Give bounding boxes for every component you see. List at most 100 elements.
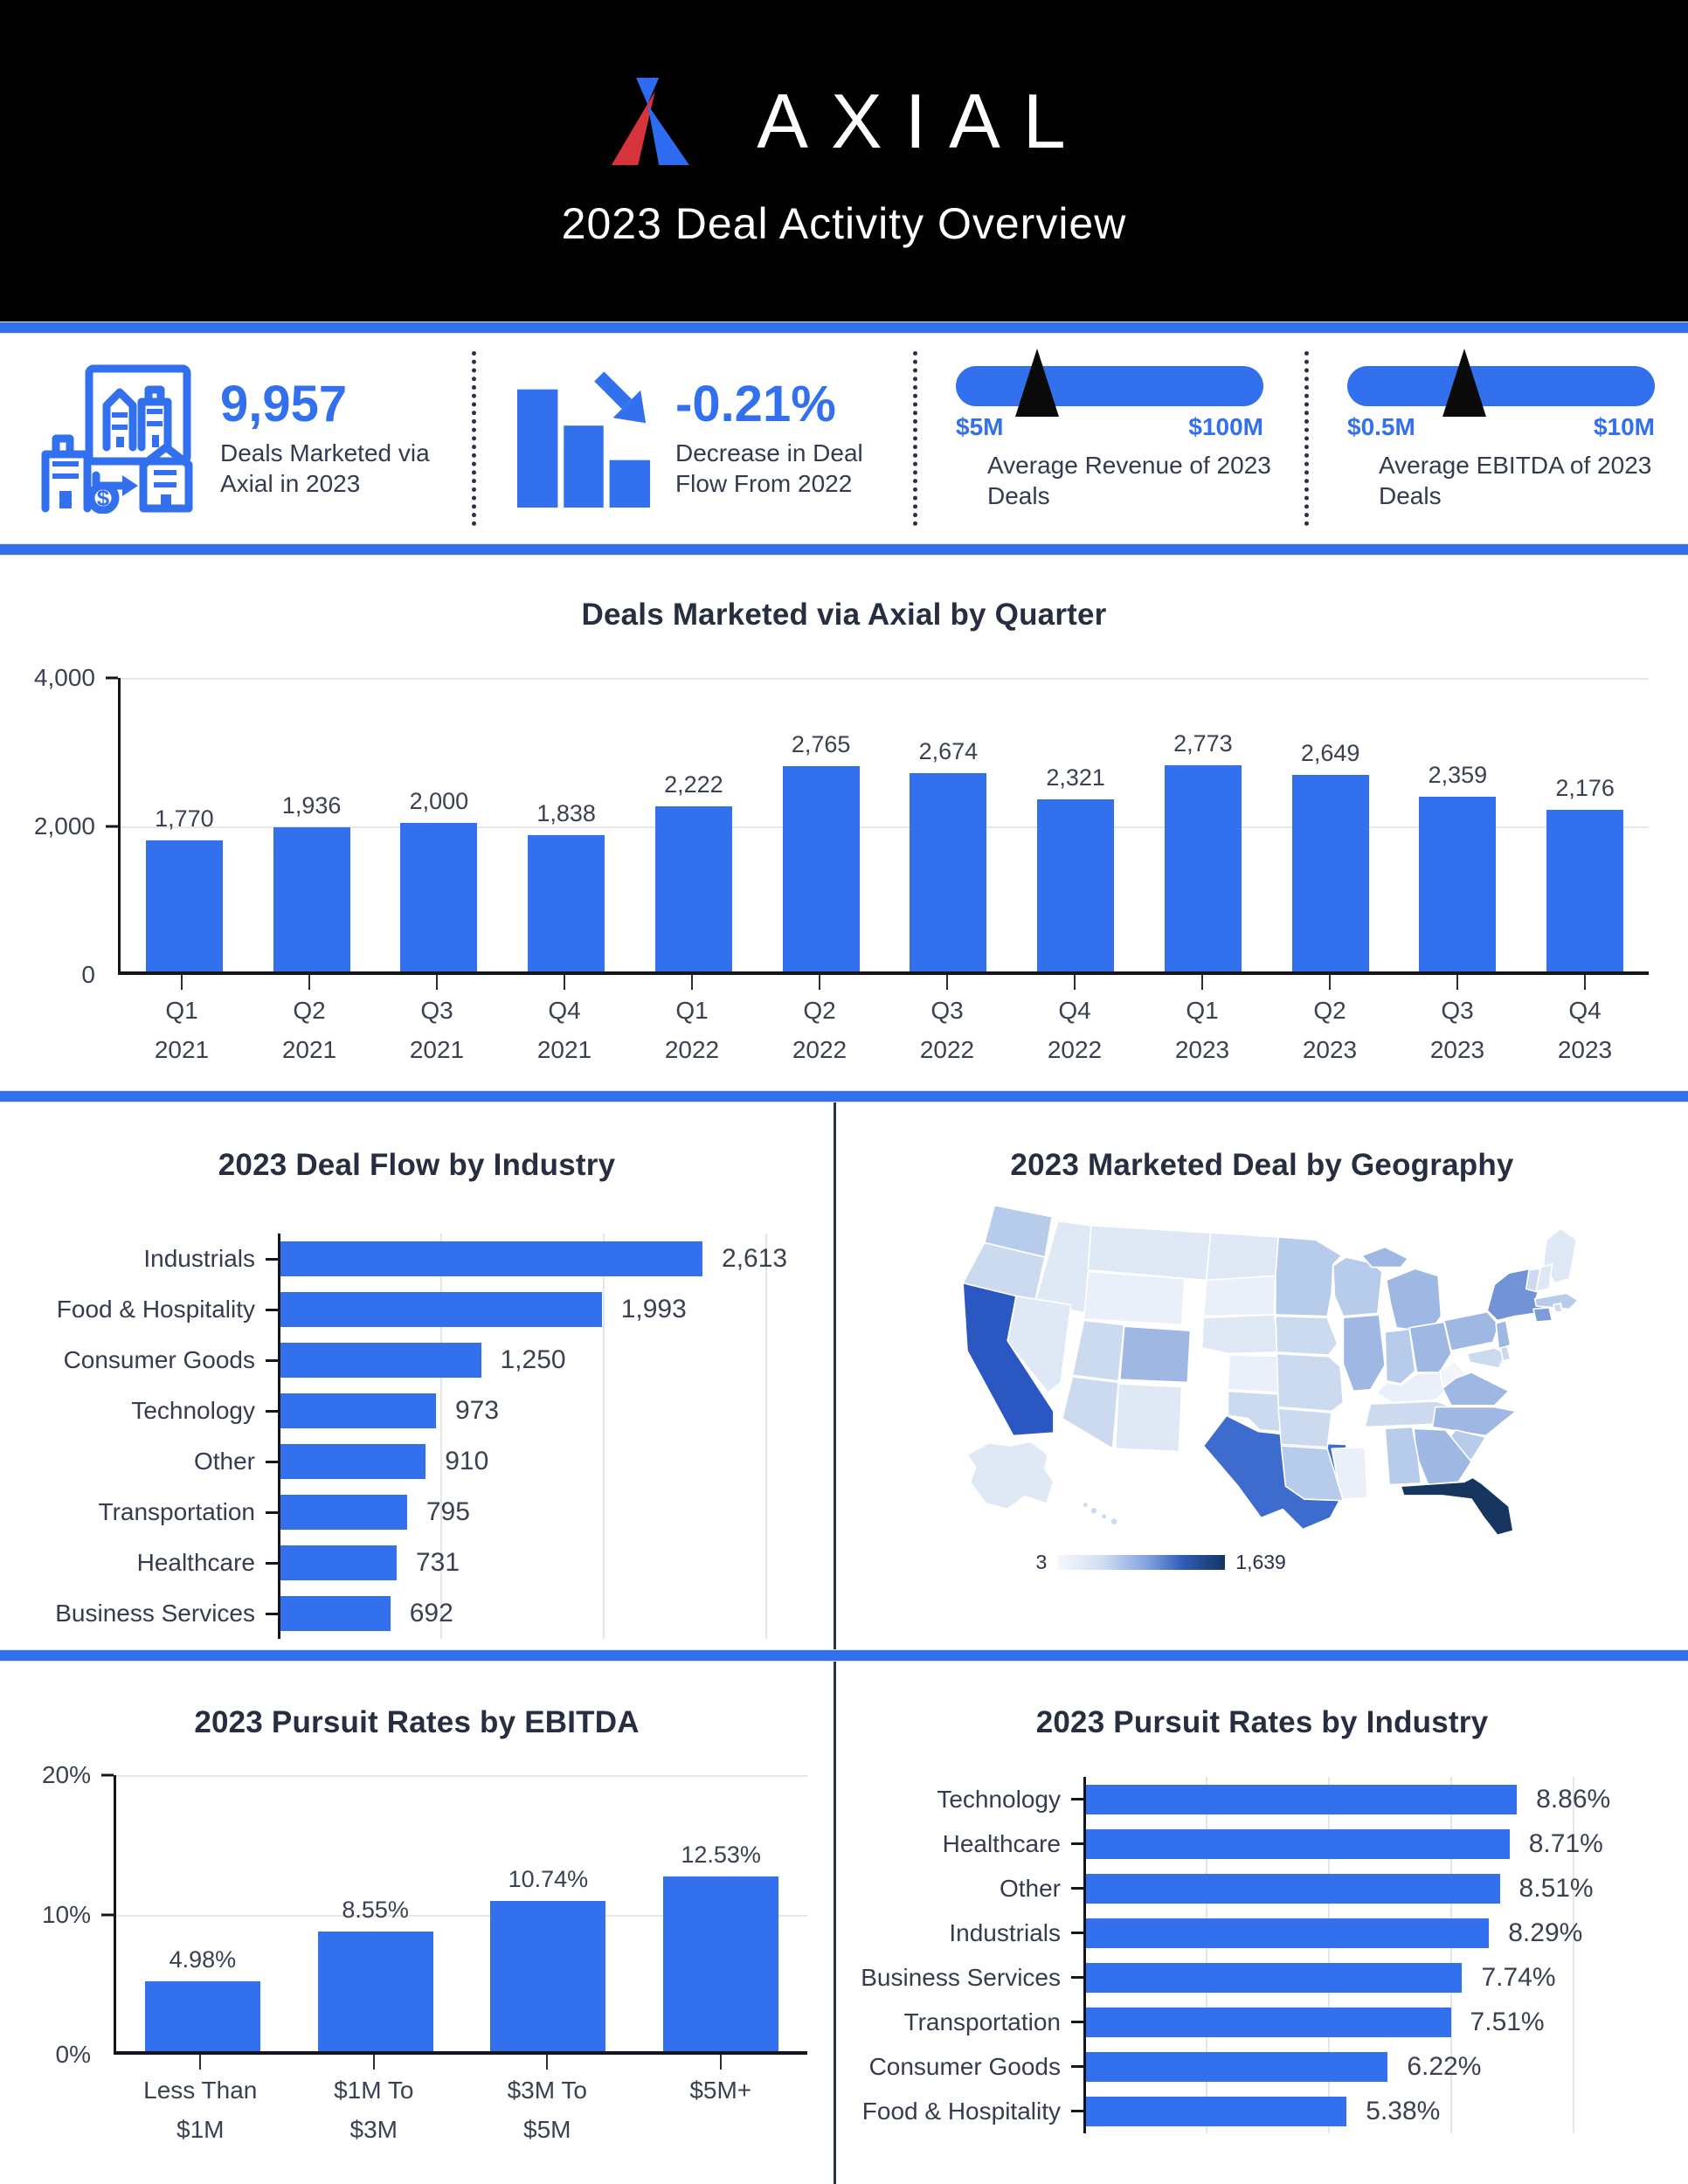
bar-value-label: 5.38% (1366, 2096, 1441, 2125)
bar-value-label: 8.51% (1519, 1873, 1594, 1903)
x-axis-label-line1: Q4 (548, 997, 581, 1024)
chart-title: 2023 Marketed Deal by Geography (1010, 1148, 1514, 1182)
x-axis-label-line1: Q1 (675, 997, 709, 1024)
category-tick (266, 1409, 278, 1413)
bar-value-label: 2,674 (918, 737, 979, 764)
bar-wrap: 2,613 (278, 1241, 787, 1276)
x-axis-label: Q1 2023 (1138, 975, 1266, 1068)
bar-value-label: 2,765 (791, 730, 851, 757)
x-axis-label-line1: $1M To (334, 2077, 414, 2104)
section-divider (0, 1649, 1688, 1662)
stat-label: Average EBITDA of 2023 Deals (1379, 452, 1652, 509)
bar (278, 1393, 436, 1428)
category-label: Transportation (903, 2008, 1062, 2035)
x-axis-label: Q2 2021 (246, 975, 373, 1068)
range-min-label: $5M (956, 413, 1004, 440)
x-axis-tick (1456, 975, 1458, 990)
bar-row: Food & Hospitality 5.38% (836, 2089, 1688, 2133)
bar-slot: 2,222 (630, 771, 758, 971)
gridline (440, 1234, 442, 1639)
bar (1083, 2051, 1388, 2082)
x-axis-label-line2: 2022 (664, 1035, 720, 1063)
bar (278, 1596, 391, 1631)
pursuit-ebitda-chart: 20% 10% 0% 4.98% 8.55% 10.74% 12.53% Less Than $… (42, 1761, 807, 2147)
bar (144, 1981, 260, 2051)
bar-wrap: 8.71% (1083, 1828, 1603, 1859)
bar-value-label: 8.86% (1536, 1784, 1611, 1814)
x-axis-label: Q3 2023 (1394, 975, 1521, 1068)
bar (278, 1495, 407, 1530)
stat-label: Average Revenue of 2023 Deals (987, 452, 1271, 509)
gridline (1206, 1777, 1207, 2133)
y-axis-line (1083, 1777, 1086, 2133)
category-label: Healthcare (136, 1549, 255, 1576)
bar (1083, 2096, 1347, 2126)
bar-wrap: 731 (278, 1545, 460, 1580)
x-axis-tick (199, 2055, 202, 2070)
bar-row: Food & Hospitality 1,993 (0, 1284, 834, 1335)
category-label: Other (999, 1874, 1061, 1902)
bar-value-label: 2,176 (1555, 775, 1615, 802)
category-label: Food & Hospitality (56, 1296, 255, 1323)
bar-slot: 1,936 (248, 792, 376, 971)
x-axis-tick (436, 975, 438, 990)
category-tick (266, 1358, 278, 1362)
bar-slot: 2,359 (1394, 762, 1522, 971)
stat-deal-flow-change: -0.21% Decrease in Deal Flow From 2022 (472, 351, 913, 526)
pursuit-industry-chart: Technology 8.86% Healthcare 8.71% Other 8.51%… (836, 1777, 1688, 2133)
middle-row: 2023 Deal Flow by Industry Industrials 2,… (0, 1102, 1688, 1649)
category-tick (266, 1308, 278, 1311)
x-axis: Less Than $1M $1M To $3M $3M To $5M $5M+ (114, 2055, 807, 2147)
x-axis-label-line2: 2023 (1557, 1035, 1613, 1063)
map-container: 3 1,639 (938, 1195, 1587, 1574)
x-axis-label-line1: $5M+ (689, 2077, 752, 2104)
gridline (114, 1775, 807, 1777)
bar (278, 1343, 481, 1378)
bar-wrap: 7.74% (1083, 1962, 1556, 1993)
bar-value-label: 1,936 (281, 792, 342, 819)
bar-value-label: 12.53% (681, 1841, 761, 1868)
bar-row: Healthcare 8.71% (836, 1821, 1688, 1866)
bar-value-label: 8.29% (1508, 1918, 1583, 1947)
x-axis-tick (372, 2055, 375, 2070)
bar (278, 1444, 426, 1479)
y-axis-tick (106, 676, 118, 680)
x-axis-label: $5M+ (634, 2055, 808, 2147)
category-label: Industrials (949, 1918, 1061, 1946)
header: AXIAL 2023 Deal Activity Overview (0, 0, 1688, 321)
bar (317, 1932, 433, 2051)
x-axis-label-line1: Q4 (1058, 997, 1091, 1024)
x-axis-tick (719, 2055, 722, 2070)
stat-value: -0.21% (675, 375, 836, 432)
bar (273, 827, 350, 971)
bar (1083, 1962, 1463, 1993)
bar-wrap: 692 (278, 1596, 453, 1631)
gridline (603, 1234, 605, 1639)
bar-row: Healthcare 731 (0, 1538, 834, 1588)
plot-area: 4,000 2,000 0 1,770 1,936 2,000 1,838 2,222 2,76… (34, 664, 1649, 988)
bar (1546, 810, 1624, 971)
bar-row: Technology 8.86% (836, 1777, 1688, 1821)
y-axis-tick (106, 825, 118, 828)
x-axis-label-line1: Q3 (930, 997, 964, 1024)
map-legend: 3 1,639 (1036, 1551, 1587, 1574)
x-axis-label-line1: Q3 (420, 997, 453, 1024)
bar-row: Industrials 8.29% (836, 1911, 1688, 1955)
x-axis-label-line2: 2023 (1174, 1035, 1230, 1063)
x-axis-label-line1: Q1 (165, 997, 198, 1024)
category-tick (266, 1460, 278, 1463)
bar-slot: 2,765 (758, 731, 885, 971)
bar-slot: 2,176 (1521, 775, 1649, 971)
bar-slot: 2,773 (1139, 730, 1267, 971)
bar-slot: 4.98% (116, 1946, 289, 2051)
x-axis-label: Q4 2023 (1521, 975, 1649, 1068)
bar-slot: 2,674 (885, 738, 1013, 971)
category-tick (1071, 1976, 1083, 1979)
bar (278, 1241, 703, 1276)
gridline (118, 826, 1649, 828)
bar-value-label: 2,773 (1173, 730, 1233, 757)
x-axis-tick (1329, 975, 1331, 990)
bar-value-label: 795 (425, 1497, 470, 1526)
x-axis-label: $3M To $5M (460, 2055, 634, 2147)
bars: 4.98% 8.55% 10.74% 12.53% (116, 1775, 807, 2051)
